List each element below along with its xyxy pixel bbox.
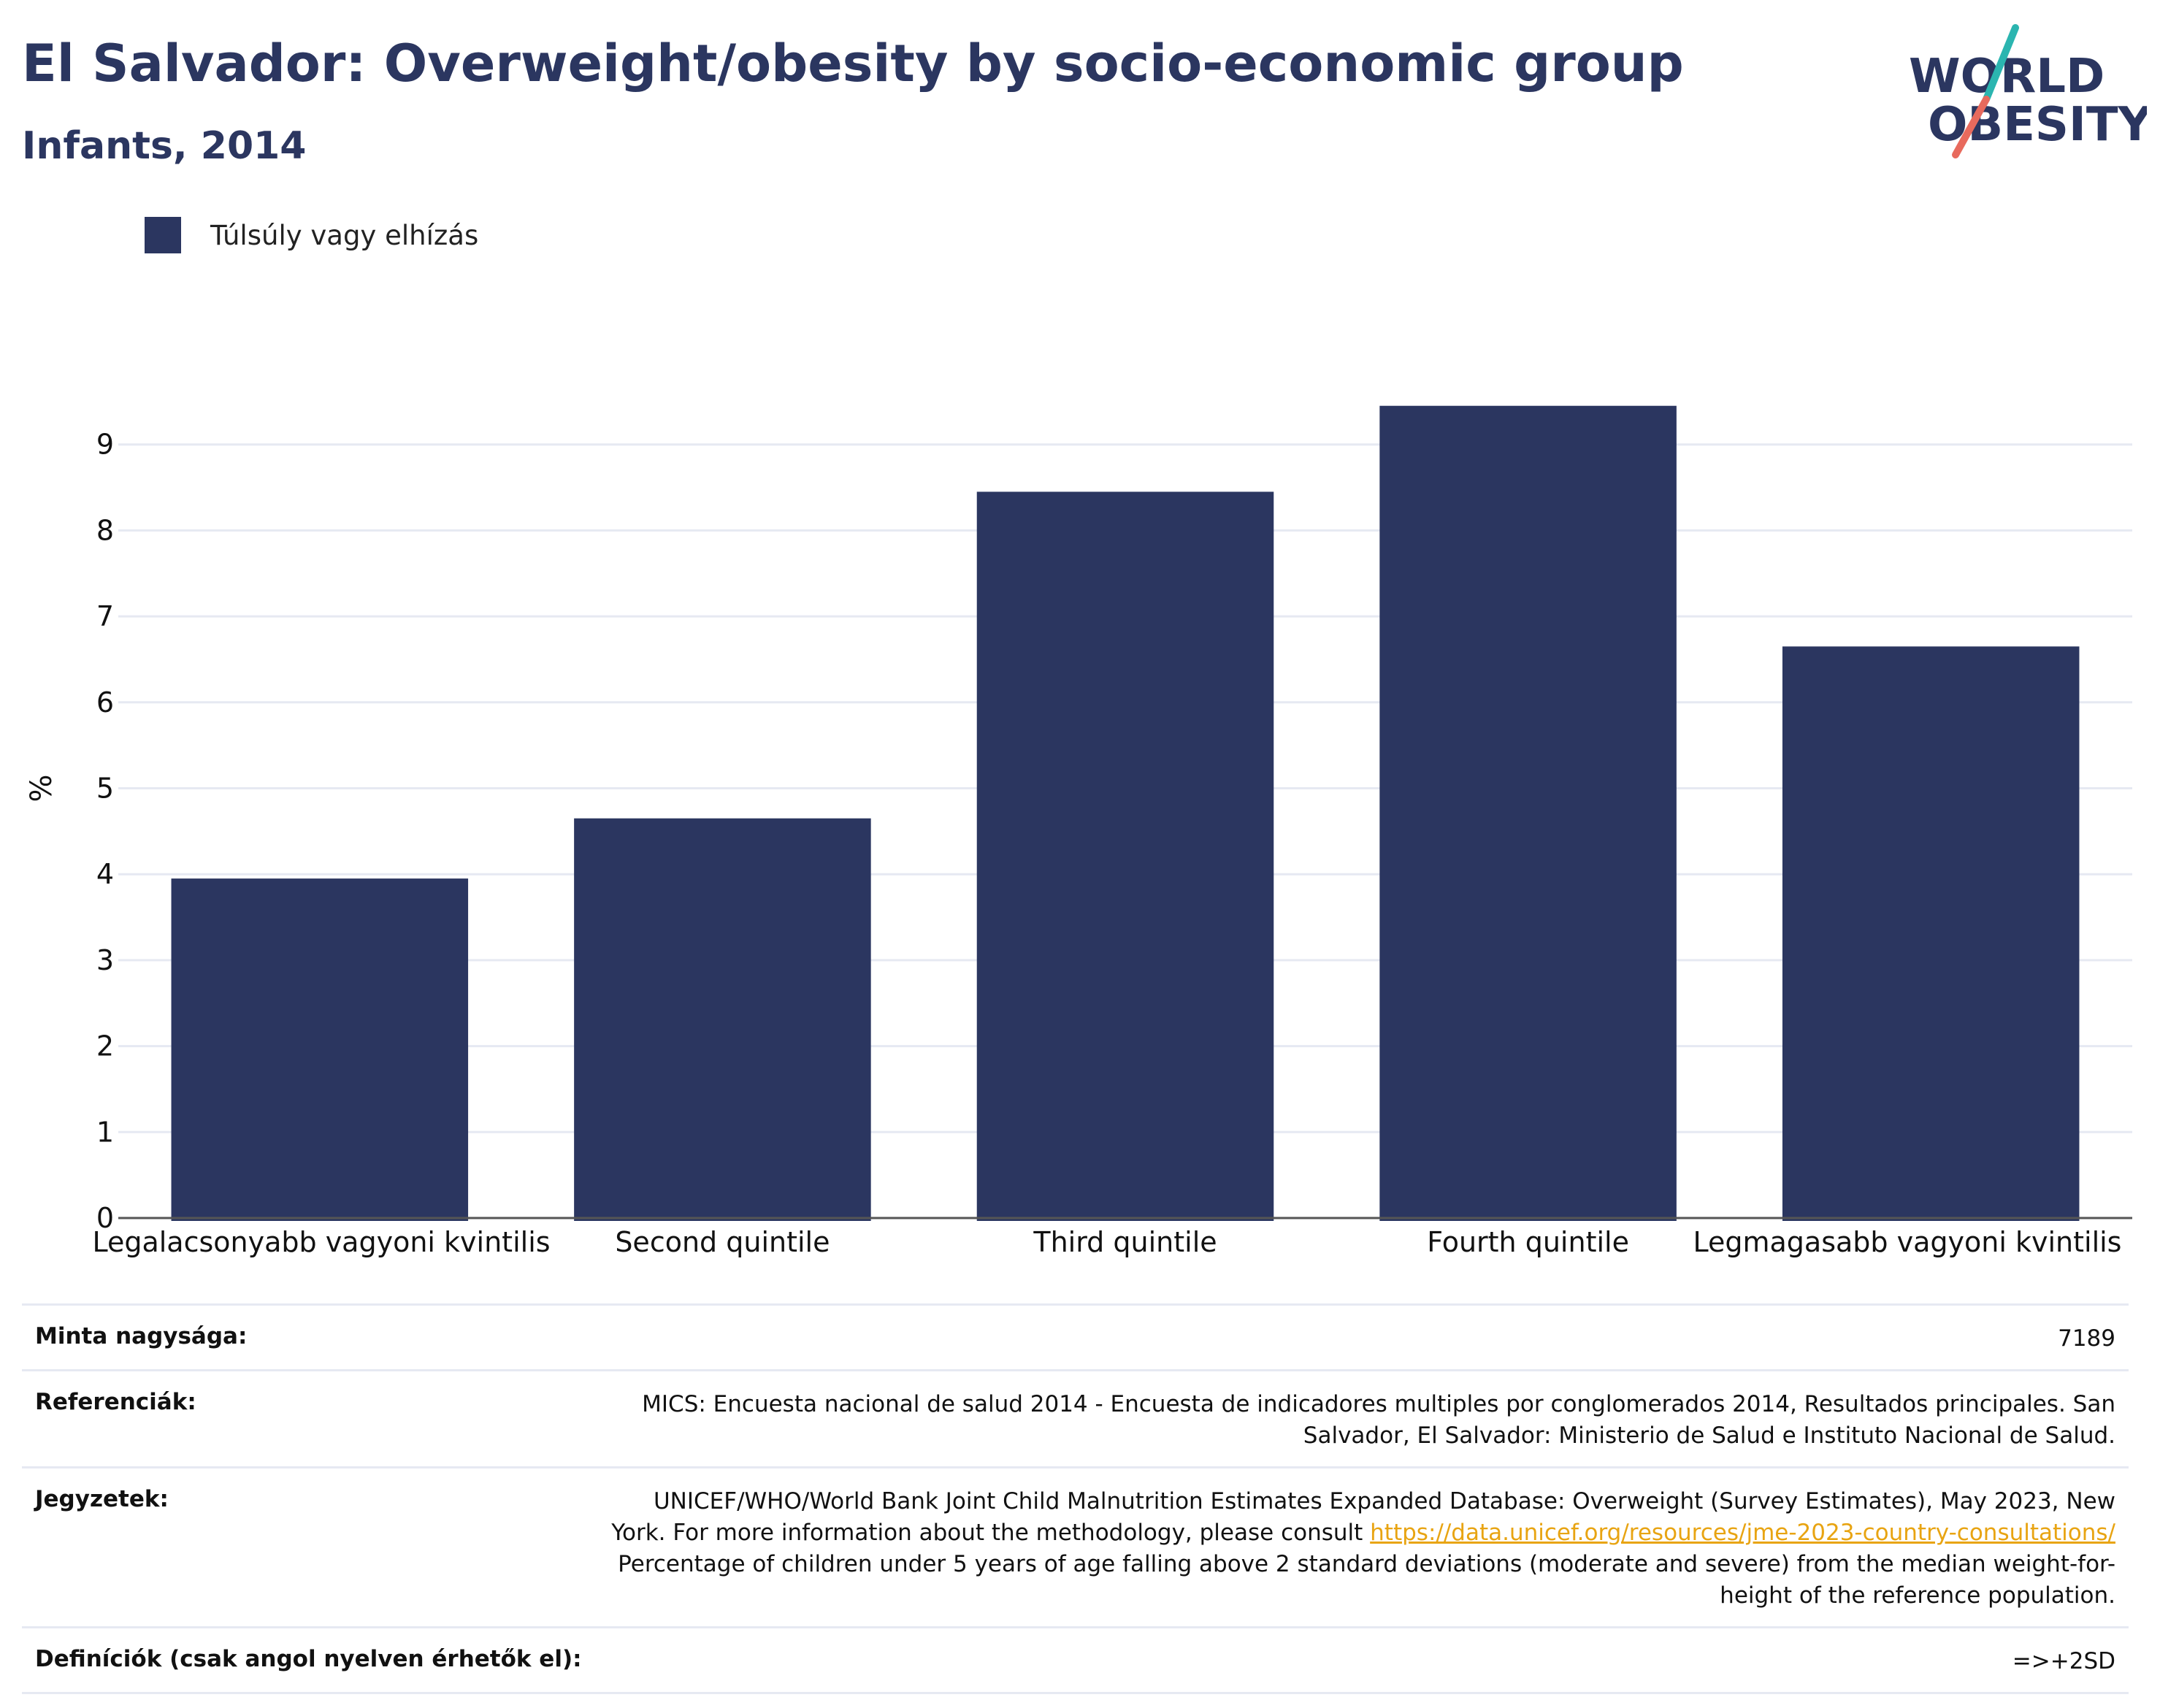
info-row-references: Referenciák: MICS: Encuesta nacional de … (22, 1369, 2129, 1466)
y-tick-label: 4 (96, 858, 114, 890)
x-category-label: Third quintile (1033, 1226, 1217, 1258)
y-tick-labels: 0 1 2 3 4 5 6 7 8 9 (96, 429, 114, 1234)
y-tick-label: 6 (96, 686, 114, 719)
y-tick-label: 2 (96, 1030, 114, 1062)
logo-slash-red-icon (1952, 96, 1990, 158)
chart-title: El Salvador: Overweight/obesity by socio… (22, 34, 1684, 93)
info-table: Minta nagysága: 7189 Referenciák: MICS: … (22, 1303, 2129, 1694)
x-category-label: Legalacsonyabb vagyoni kvintilis (92, 1226, 550, 1258)
x-category-label: Legmagasabb vagyoni kvintilis (1693, 1226, 2122, 1258)
y-tick-label: 5 (96, 773, 114, 805)
info-value: 7189 (2058, 1325, 2115, 1352)
bar (171, 878, 469, 1221)
notes-text-after: Percentage of children under 5 years of … (618, 1551, 2115, 1609)
logo-slash-teal-icon (1983, 24, 2019, 103)
info-value: =>+2SD (2012, 1648, 2115, 1674)
methodology-link[interactable]: https://data.unicef.org/resources/jme-20… (1370, 1520, 2115, 1546)
info-row-notes: Jegyzetek: UNICEF/WHO/World Bank Joint C… (22, 1466, 2129, 1626)
x-category-label: Second quintile (615, 1226, 830, 1258)
info-row-definitions: Definíciók (csak angol nyelven érhetők e… (22, 1626, 2129, 1694)
x-category-label: Fourth quintile (1427, 1226, 1629, 1258)
y-tick-label: 1 (96, 1116, 114, 1148)
info-value: MICS: Encuesta nacional de salud 2014 - … (642, 1391, 2115, 1449)
y-tick-label: 7 (96, 600, 114, 632)
bars (171, 405, 2080, 1221)
bar (1782, 646, 2080, 1221)
bar (1379, 405, 1677, 1221)
y-tick-label: 3 (96, 944, 114, 976)
info-value: UNICEF/WHO/World Bank Joint Child Malnut… (597, 1486, 2115, 1612)
y-axis-label: % (25, 774, 58, 802)
x-category-labels: Legalacsonyabb vagyoni kvintilis Second q… (92, 1226, 2121, 1258)
world-obesity-logo: WORLD OBESITY (1899, 15, 2152, 161)
info-row-sample-size: Minta nagysága: 7189 (22, 1303, 2129, 1369)
info-key: Jegyzetek: (35, 1486, 169, 1512)
legend-label: Túlsúly vagy elhízás (210, 219, 479, 251)
bar (574, 818, 871, 1221)
y-tick-label: 8 (96, 514, 114, 546)
info-key: Minta nagysága: (35, 1323, 248, 1349)
y-tick-label: 9 (96, 429, 114, 461)
bar (976, 491, 1274, 1221)
info-key: Referenciák: (35, 1389, 196, 1415)
bar-chart: 0 1 2 3 4 5 6 7 8 9 Legalacsonyabb vagyoni kvinti… (25, 405, 2132, 1258)
y-tick-label: 0 (96, 1202, 114, 1234)
info-key: Definíciók (csak angol nyelven érhetők e… (35, 1646, 582, 1672)
legend: Túlsúly vagy elhízás (145, 216, 478, 254)
chart-subtitle: Infants, 2014 (22, 124, 307, 168)
notes-text-before: UNICEF/WHO/World Bank Joint Child Malnut… (611, 1488, 2115, 1546)
legend-swatch (145, 217, 181, 253)
